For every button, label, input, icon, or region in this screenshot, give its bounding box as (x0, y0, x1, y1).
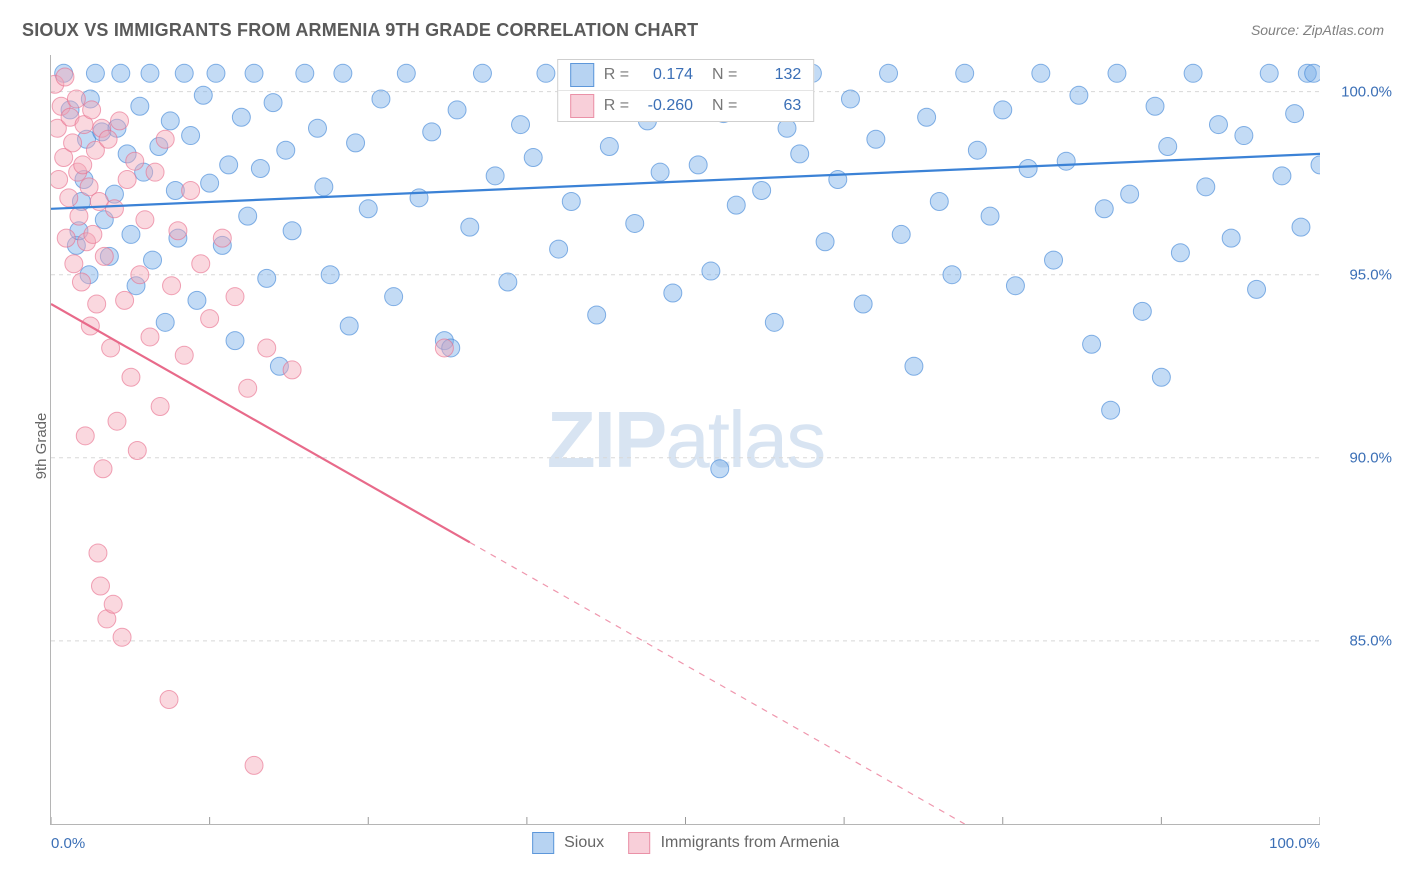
legend-r-sioux: 0.174 (639, 66, 693, 84)
plot-area: ZIPatlas R = 0.174 N = 132 R = -0.260 N … (50, 55, 1320, 825)
legend-label-sioux: Sioux (564, 834, 604, 851)
x-tick-label: 100.0% (1269, 835, 1320, 852)
legend-swatch-sioux (570, 63, 594, 87)
y-tick-label: 85.0% (1349, 632, 1392, 649)
y-tick-label: 100.0% (1341, 83, 1392, 100)
legend-n-sioux: 132 (747, 66, 801, 84)
legend-n-label: N = (703, 66, 737, 84)
legend-item-sioux: Sioux (532, 832, 604, 854)
legend-series: Sioux Immigrants from Armenia (532, 832, 840, 854)
chart-title: SIOUX VS IMMIGRANTS FROM ARMENIA 9TH GRA… (22, 20, 698, 41)
legend-swatch-armenia-b (628, 832, 650, 854)
legend-n-label: N = (703, 97, 737, 115)
y-tick-label: 90.0% (1349, 449, 1392, 466)
chart-container: SIOUX VS IMMIGRANTS FROM ARMENIA 9TH GRA… (0, 0, 1406, 892)
legend-n-armenia: 63 (747, 97, 801, 115)
source-label: Source: ZipAtlas.com (1251, 22, 1384, 38)
y-axis-label: 9th Grade (33, 413, 50, 480)
legend-r-label: R = (604, 97, 629, 115)
legend-item-armenia: Immigrants from Armenia (628, 832, 839, 854)
y-tick-label: 95.0% (1349, 266, 1392, 283)
legend-row-armenia: R = -0.260 N = 63 (558, 91, 814, 121)
legend-r-label: R = (604, 66, 629, 84)
legend-r-armenia: -0.260 (639, 97, 693, 115)
legend-label-armenia: Immigrants from Armenia (661, 834, 840, 851)
legend-correlation: R = 0.174 N = 132 R = -0.260 N = 63 (557, 59, 815, 122)
plot-svg (51, 55, 1320, 824)
legend-swatch-armenia (570, 94, 594, 118)
legend-row-sioux: R = 0.174 N = 132 (558, 60, 814, 91)
x-tick-label: 0.0% (51, 835, 85, 852)
legend-swatch-sioux-b (532, 832, 554, 854)
